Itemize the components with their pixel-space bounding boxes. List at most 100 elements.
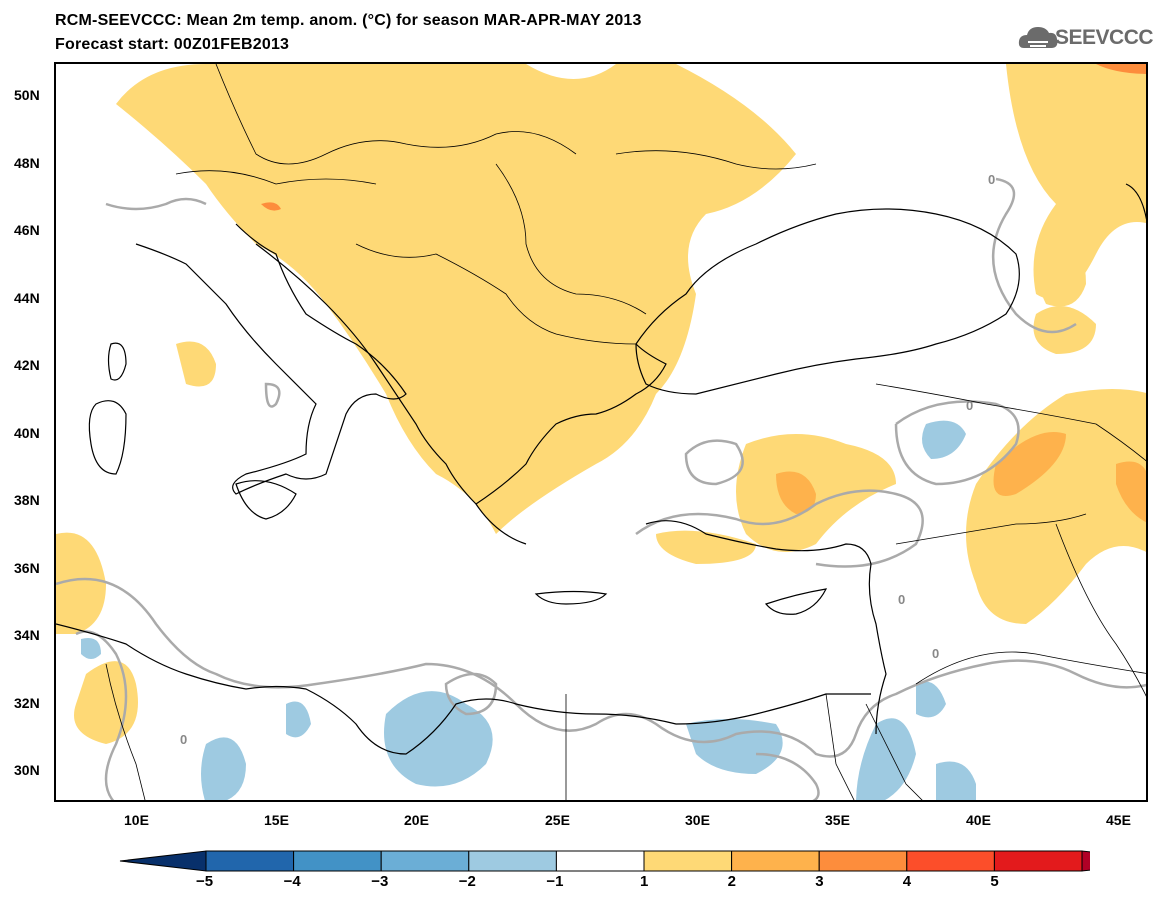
cool-area-egypt xyxy=(686,719,783,774)
colorbar-segment xyxy=(643,850,733,872)
contour-label-zero: 0 xyxy=(988,172,995,187)
logo-text: SEEVCCC xyxy=(1055,26,1154,49)
contour-line-turkey-east xyxy=(894,400,1020,486)
border-romania xyxy=(495,163,647,315)
warm-area-east-turkey xyxy=(966,389,1146,624)
map-title: RCM-SEEVCCC: Mean 2m temp. anom. (°C) fo… xyxy=(55,12,642,29)
x-tick-label: 35E xyxy=(825,812,850,828)
coastline-greece xyxy=(475,343,667,505)
coastline-africa xyxy=(56,623,871,755)
warm2-area-turkey xyxy=(776,471,816,514)
contour-line-anatolia xyxy=(684,439,744,486)
colorbar-label: 4 xyxy=(902,873,912,890)
border-iraq xyxy=(1055,523,1146,697)
contour-line-egypt xyxy=(755,752,820,800)
x-tick-label: 20E xyxy=(404,812,429,828)
y-tick-label: 38N xyxy=(14,492,40,508)
coastline-black-sea xyxy=(635,208,1020,395)
y-tick-label: 30N xyxy=(14,762,40,778)
warm3-area-alps xyxy=(261,202,281,211)
coastlines xyxy=(56,183,1146,755)
coastline-sicily xyxy=(235,480,297,520)
colorbar-segment xyxy=(731,850,820,872)
contour-label-zero: 0 xyxy=(966,398,973,413)
y-tick-label: 44N xyxy=(14,290,40,306)
colorbar-label: −1 xyxy=(546,873,564,890)
coastline-crete xyxy=(534,590,608,605)
country-borders xyxy=(105,64,1146,800)
colorbar-segment xyxy=(205,850,295,872)
cool-area-libya-south xyxy=(201,737,246,800)
warm-anomaly-areas xyxy=(56,64,1146,744)
colorbar-segment xyxy=(468,850,557,872)
y-tick-label: 32N xyxy=(14,695,40,711)
y-tick-label: 42N xyxy=(14,357,40,373)
contour-line-black-sea xyxy=(991,177,1077,334)
anomaly-map: 0 0 0 0 0 xyxy=(56,64,1146,800)
contour-labels: 0 0 0 0 0 xyxy=(180,172,995,747)
colorbar-segment xyxy=(818,850,908,872)
warm-area-tunisia xyxy=(56,532,106,634)
x-tick-label: 30E xyxy=(685,812,710,828)
y-tick-label: 34N xyxy=(14,627,40,643)
forecast-start-subtitle: Forecast start: 00Z01FEB2013 xyxy=(55,36,290,53)
warm-area-anatolia xyxy=(736,434,896,552)
colorbar xyxy=(119,850,1090,872)
contour-label-zero: 0 xyxy=(180,732,187,747)
cool-area-iraq xyxy=(916,681,946,718)
border-ukraine xyxy=(615,150,817,170)
x-tick-label: 40E xyxy=(966,812,991,828)
contour-line-libya-gulf xyxy=(444,672,498,716)
y-tick-label: 36N xyxy=(14,560,40,576)
warm3-area-northeast-corner xyxy=(1096,64,1146,74)
border-arabia xyxy=(915,651,1146,685)
warm-area-libya-west xyxy=(74,661,138,744)
coastline-cyprus xyxy=(764,588,828,615)
strongest-warm-areas xyxy=(261,64,1146,211)
border-libya-tunisia xyxy=(105,663,146,800)
contour-line-central-med xyxy=(264,382,281,408)
cool-area-libya-center xyxy=(286,701,311,738)
border-balkans xyxy=(355,243,637,345)
border-sinai xyxy=(825,693,855,800)
colorbar-label: 3 xyxy=(815,873,824,890)
contour-label-zero: 0 xyxy=(898,592,905,607)
map-panel: 0 0 0 0 0 xyxy=(54,62,1148,802)
x-tick-label: 25E xyxy=(545,812,570,828)
x-tick-label: 15E xyxy=(264,812,289,828)
cool-area-tunisia xyxy=(81,638,101,659)
colorbar-segment xyxy=(380,850,470,872)
contour-line-turkey-south xyxy=(635,489,924,568)
colorbar-under-triangle xyxy=(119,850,207,872)
border-central xyxy=(215,64,577,165)
contour-label-zero: 0 xyxy=(932,646,939,661)
colorbar-segment xyxy=(906,850,995,872)
seevccc-cloud-logo-icon xyxy=(1018,27,1058,48)
warm-area-east-plateau xyxy=(1036,224,1086,307)
border-alps xyxy=(175,170,377,185)
warm-area-cyprus-coast xyxy=(656,530,756,564)
colorbar-label: −3 xyxy=(371,873,389,890)
cool-area-libya-gulf xyxy=(384,691,493,787)
colorbar-label: 2 xyxy=(727,873,736,890)
y-tick-label: 40N xyxy=(14,425,40,441)
colorbar-label: 1 xyxy=(640,873,649,890)
coastline-italy xyxy=(135,223,407,495)
colorbar-segment xyxy=(555,850,645,872)
y-tick-label: 46N xyxy=(14,222,40,238)
colorbar-label: −4 xyxy=(283,873,301,890)
warm2-area-iran xyxy=(1116,461,1146,523)
coastline-corsica xyxy=(107,342,127,381)
border-jordan xyxy=(865,703,923,800)
colorbar-label: 5 xyxy=(990,873,999,890)
coastline-caspian xyxy=(1125,183,1146,221)
x-tick-label: 45E xyxy=(1106,812,1131,828)
contour-line-africa xyxy=(56,577,1146,758)
colorbar-segment xyxy=(993,850,1083,872)
colorbar-over-triangle xyxy=(1081,850,1090,872)
x-tick-label: 10E xyxy=(124,812,149,828)
colorbar-label: −5 xyxy=(196,873,214,890)
colorbar-label: −2 xyxy=(458,873,476,890)
warm-area-central-europe xyxy=(116,64,796,534)
y-tick-label: 48N xyxy=(14,155,40,171)
